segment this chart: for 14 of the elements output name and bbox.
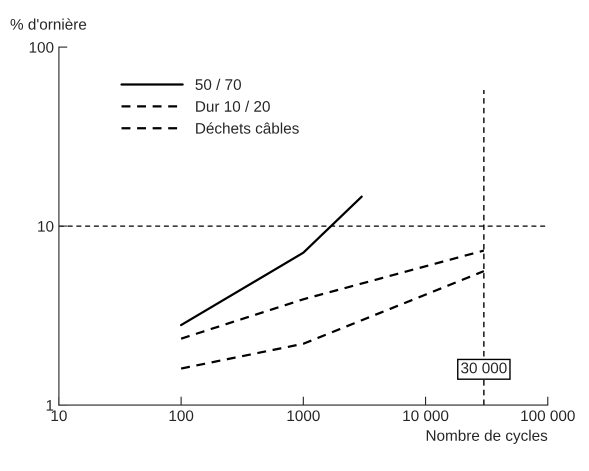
x-tick-label: 10 [52, 410, 67, 422]
x-tick-label: 100 [170, 410, 194, 422]
legend-label: Déchets câbles [196, 122, 299, 134]
y-axis-title: % d'ornière [10, 18, 86, 30]
ref-line-label: 30 000 [461, 362, 507, 374]
x-tick-label: 10 000 [403, 410, 448, 422]
x-axis-title: Nombre de cycles [426, 430, 548, 444]
x-tick-label: 1000 [288, 410, 320, 422]
y-tick-label: 1 [46, 400, 54, 411]
x-tick-label: 100 000 [521, 410, 575, 422]
legend-label: 50 / 70 [195, 78, 241, 90]
y-tick-label: 10 [38, 220, 54, 232]
y-tick-label: 100 [30, 42, 54, 53]
legend-label: Dur 10 / 20 [196, 100, 270, 112]
